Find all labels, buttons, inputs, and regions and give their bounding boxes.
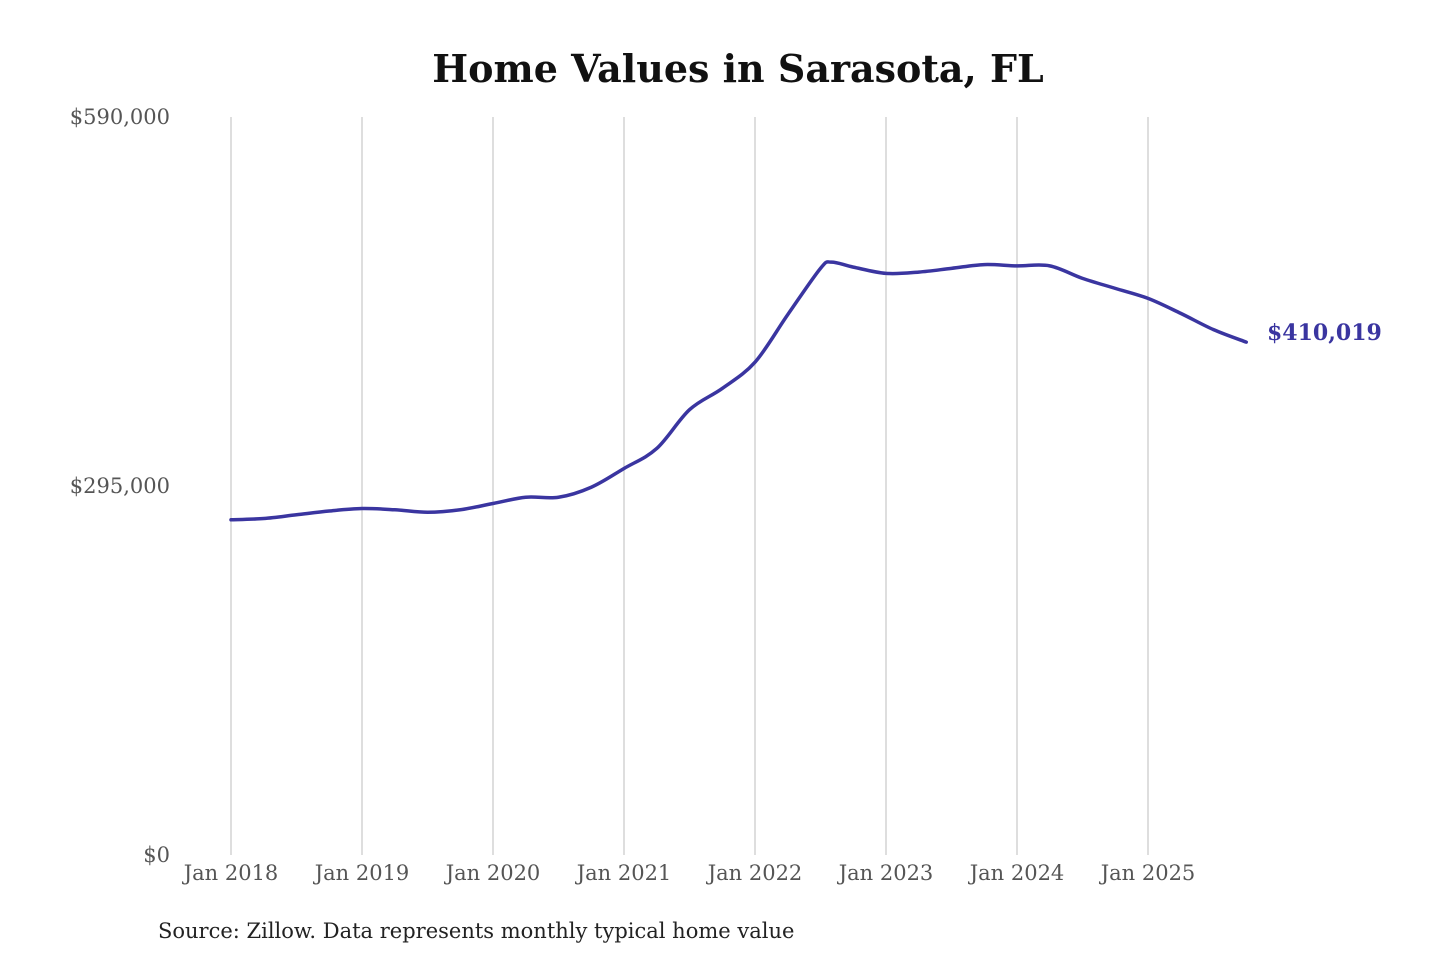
y-tick-label: $295,000 [70,474,170,498]
x-tick-label: Jan 2018 [182,861,279,885]
x-tick-label: Jan 2022 [706,861,803,885]
x-tick-label: Jan 2023 [837,861,934,885]
y-tick-label: $590,000 [70,105,170,129]
x-tick-label: Jan 2019 [313,861,410,885]
y-tick-label: $0 [143,843,170,867]
x-tick-label: Jan 2025 [1099,861,1196,885]
end-value-label: $410,019 [1267,320,1382,346]
chart-title: Home Values in Sarasota, FL [432,46,1043,91]
x-tick-label: Jan 2024 [968,861,1065,885]
x-tick-label: Jan 2020 [444,861,541,885]
series-line [229,260,1248,522]
source-note: Source: Zillow. Data represents monthly … [158,919,794,943]
x-tick-label: Jan 2021 [575,861,672,885]
